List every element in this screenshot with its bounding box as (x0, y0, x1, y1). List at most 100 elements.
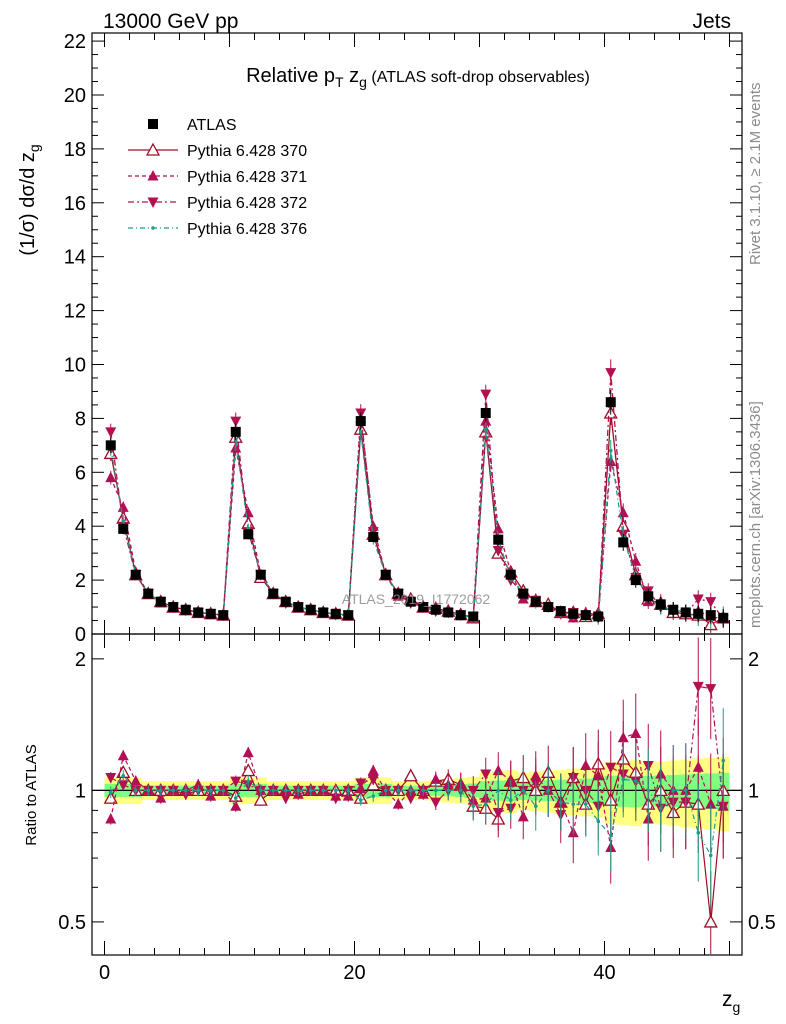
ratio-point-pythia-6-428-376 (408, 788, 413, 793)
data-point-pythia-6-428-376 (121, 519, 126, 523)
data-point-atlas (705, 610, 716, 621)
data-point-pythia-6-428-371 (617, 506, 629, 518)
legend-label: Pythia 6.428 376 (187, 221, 307, 238)
data-point-atlas (693, 608, 704, 619)
ratio-point-pythia-6-428-370 (253, 792, 268, 806)
data-point-atlas (405, 596, 416, 607)
ratio-point-pythia-6-428-371 (117, 749, 129, 761)
ratio-point-pythia-6-428-371 (517, 810, 529, 822)
ratio-point-pythia-6-428-376 (471, 804, 476, 809)
y-tick-label: 12 (64, 301, 86, 323)
ratio-point-pythia-6-428-371 (430, 773, 442, 784)
legend-label: Pythia 6.428 372 (187, 195, 307, 212)
y-axis-label-main: (1/σ) dσ/d zg (17, 144, 42, 255)
side-text-rivet: Rivet 3.1.10, ≥ 2.1M events (747, 83, 764, 266)
ratio-point-pythia-6-428-376 (296, 788, 301, 793)
legend-marker (151, 226, 155, 230)
data-point-atlas (418, 602, 429, 613)
ratio-point-pythia-6-428-376 (496, 788, 501, 793)
data-point-atlas (130, 569, 141, 580)
data-point-atlas (468, 611, 479, 622)
y-tick-label: 10 (64, 354, 86, 376)
data-point-atlas (180, 604, 191, 615)
ratio-point-pythia-6-428-376 (233, 796, 238, 800)
data-point-pythia-6-428-376 (608, 448, 613, 453)
data-point-pythia-6-428-376 (483, 427, 488, 431)
ratio-point-pythia-6-428-376 (696, 830, 701, 835)
ratio-point-pythia-6-428-376 (621, 777, 626, 782)
ratio-point-pythia-6-428-371 (105, 813, 117, 824)
data-point-atlas (368, 531, 379, 542)
header-left: 13000 GeV pp (103, 10, 238, 33)
y-tick-label: 0 (75, 624, 86, 646)
data-point-pythia-6-428-372 (105, 427, 117, 438)
legend-marker (147, 197, 159, 208)
data-point-atlas (330, 608, 341, 619)
ratio-point-pythia-6-428-372 (105, 773, 117, 784)
data-point-atlas (580, 610, 591, 621)
data-point-atlas (255, 569, 266, 580)
watermark: ATLAS_2019_I1772062 (342, 591, 491, 607)
ratio-point-pythia-6-428-376 (683, 788, 688, 793)
ratio-tick-label: 1 (75, 780, 86, 802)
ratio-point-pythia-6-428-372 (480, 769, 492, 781)
ratio-point-pythia-6-428-372 (280, 793, 292, 805)
ratio-line-pythia-6-428-376 (110, 760, 724, 858)
data-point-atlas (505, 569, 516, 580)
ratio-point-pythia-6-428-376 (446, 788, 451, 793)
ratio-point-pythia-6-428-372 (117, 780, 129, 791)
ratio-point-pythia-6-428-371 (230, 800, 242, 811)
data-point-atlas (243, 529, 254, 540)
ratio-point-pythia-6-428-372 (467, 785, 479, 797)
data-point-pythia-6-428-371 (492, 522, 504, 534)
ratio-point-pythia-6-428-371 (705, 798, 717, 809)
ratio-point-pythia-6-428-376 (246, 779, 251, 783)
series-line-pythia-6-428-371 (110, 418, 724, 620)
ratio-point-pythia-6-428-372 (492, 808, 504, 819)
data-point-atlas (105, 440, 116, 451)
ratio-point-pythia-6-428-371 (692, 761, 704, 772)
data-point-atlas (530, 596, 541, 607)
ratio-point-pythia-6-428-372 (230, 776, 242, 788)
data-point-atlas (218, 610, 229, 621)
ratio-point-pythia-6-428-376 (196, 788, 201, 793)
data-point-atlas (343, 610, 354, 621)
ratio-point-pythia-6-428-371 (492, 764, 504, 776)
y-tick-label: 16 (64, 193, 86, 215)
data-point-atlas (668, 604, 679, 615)
data-point-atlas (318, 607, 329, 618)
data-point-pythia-6-428-372 (705, 597, 717, 608)
x-tick-label: 20 (343, 962, 365, 984)
ratio-point-pythia-6-428-371 (155, 792, 167, 803)
legend: ATLAS Pythia 6.428 370 Pythia 6.428 371 Pyt… (128, 117, 307, 238)
data-point-atlas (543, 602, 554, 613)
ratio-point-pythia-6-428-371 (130, 775, 142, 786)
y-tick-label: 2 (75, 570, 86, 592)
data-point-atlas (155, 596, 166, 607)
data-point-atlas (305, 604, 316, 615)
data-point-atlas (480, 408, 491, 419)
data-point-atlas (230, 426, 241, 437)
ratio-point-pythia-6-428-370 (703, 914, 718, 928)
ratio-point-pythia-6-428-376 (421, 788, 426, 793)
y-tick-label: 18 (64, 139, 86, 161)
ratio-point-pythia-6-428-376 (371, 794, 376, 798)
data-point-atlas (680, 607, 691, 618)
ratio-point-pythia-6-428-376 (283, 788, 288, 793)
data-point-atlas (193, 607, 204, 618)
y-tick-label: 8 (75, 408, 86, 430)
ratio-tick-label: 2 (75, 649, 86, 671)
data-point-atlas (355, 416, 366, 427)
data-point-atlas (605, 397, 616, 408)
ratio-point-pythia-6-428-372 (692, 681, 704, 693)
ratio-point-pythia-6-428-376 (633, 779, 638, 783)
data-point-pythia-6-428-371 (630, 555, 642, 566)
ratio-point-pythia-6-428-376 (708, 853, 713, 858)
ratio-point-pythia-6-428-376 (646, 788, 651, 793)
legend-marker (148, 119, 158, 129)
ratio-point-pythia-6-428-376 (358, 798, 363, 802)
data-point-pythia-6-428-371 (117, 501, 129, 512)
data-point-pythia-6-428-372 (605, 368, 617, 379)
data-point-atlas (618, 537, 629, 548)
series-layer (103, 359, 731, 954)
